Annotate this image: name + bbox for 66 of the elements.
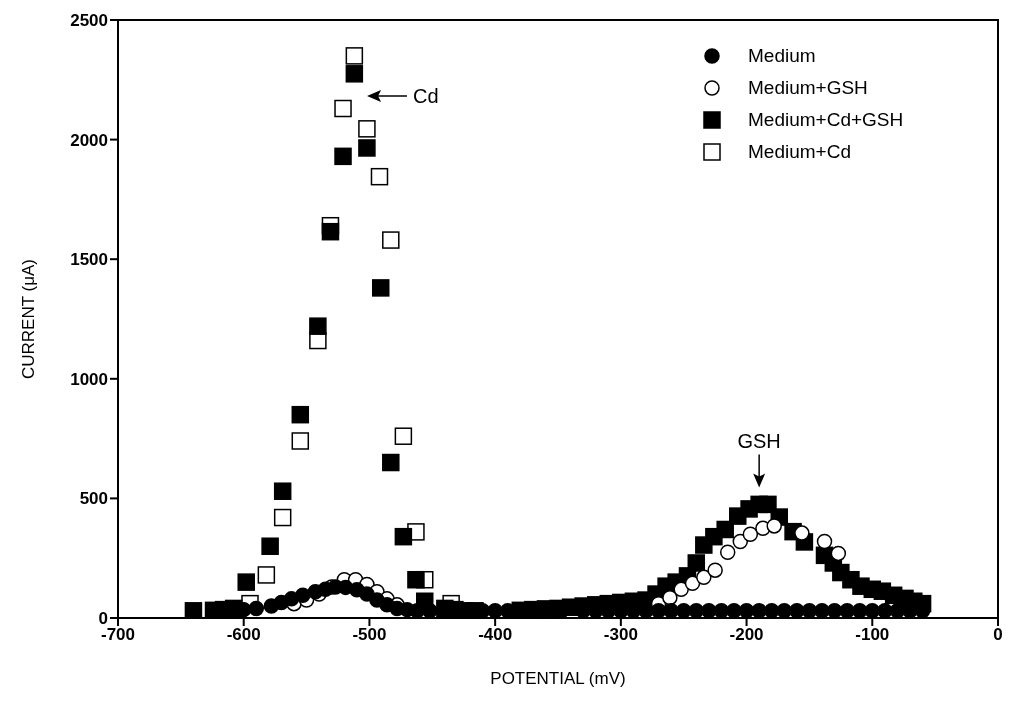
x-tick-label: -600 bbox=[226, 625, 261, 645]
x-axis-title: POTENTIAL (mV) bbox=[490, 669, 626, 688]
point bbox=[673, 581, 689, 598]
x-tick-label: -400 bbox=[478, 625, 513, 645]
point bbox=[716, 520, 734, 539]
legend-label: Medium+Cd+GSH bbox=[748, 109, 904, 131]
y-tick-label: 2500 bbox=[70, 11, 108, 31]
point bbox=[382, 231, 400, 249]
point bbox=[291, 405, 310, 424]
x-tick-label: 0 bbox=[993, 625, 1003, 645]
point bbox=[184, 602, 203, 618]
x-tick-label: -300 bbox=[603, 625, 638, 645]
point bbox=[826, 603, 843, 618]
point bbox=[257, 566, 276, 584]
point bbox=[687, 554, 706, 572]
annotation: Cd bbox=[413, 84, 439, 107]
point bbox=[759, 495, 777, 514]
point bbox=[321, 222, 340, 241]
point bbox=[696, 569, 712, 586]
point bbox=[295, 587, 311, 604]
point bbox=[738, 603, 755, 618]
point bbox=[394, 527, 413, 546]
point bbox=[675, 603, 692, 618]
point bbox=[371, 279, 390, 297]
x-tick-label: -500 bbox=[352, 625, 387, 645]
point bbox=[742, 526, 759, 543]
point bbox=[766, 518, 782, 534]
point bbox=[358, 120, 376, 138]
point bbox=[394, 427, 413, 445]
point bbox=[334, 99, 352, 118]
x-tick-label: -200 bbox=[729, 625, 764, 645]
point bbox=[237, 573, 255, 591]
point bbox=[382, 453, 400, 472]
legend-label: Medium+GSH bbox=[748, 77, 868, 99]
point bbox=[345, 47, 364, 65]
y-tick-label: 1500 bbox=[70, 250, 108, 270]
y-tick-label: 1000 bbox=[70, 369, 108, 389]
point bbox=[358, 139, 376, 157]
point bbox=[763, 603, 780, 618]
point bbox=[261, 537, 279, 555]
point bbox=[719, 544, 736, 560]
point bbox=[662, 589, 678, 606]
point bbox=[707, 562, 723, 578]
point bbox=[650, 603, 667, 618]
y-axis-title: CURRENT (μA) bbox=[19, 259, 39, 379]
point bbox=[851, 603, 868, 618]
point bbox=[345, 65, 364, 83]
y-tick-label: 500 bbox=[79, 489, 108, 509]
legend-label: Medium bbox=[748, 45, 816, 67]
point bbox=[422, 603, 438, 618]
point bbox=[407, 570, 425, 589]
point bbox=[273, 482, 292, 500]
x-tick-label: -100 bbox=[855, 625, 890, 645]
point bbox=[309, 317, 327, 335]
point bbox=[370, 167, 389, 186]
point bbox=[794, 525, 810, 541]
point bbox=[248, 600, 265, 617]
point bbox=[273, 508, 292, 527]
point bbox=[684, 575, 701, 592]
legend-label: Medium+Cd bbox=[748, 141, 851, 163]
point bbox=[816, 533, 833, 550]
point bbox=[334, 147, 352, 166]
point bbox=[830, 545, 847, 562]
y-tick-label: 2000 bbox=[70, 130, 108, 150]
annotation: GSH bbox=[737, 429, 781, 452]
point bbox=[291, 432, 310, 450]
